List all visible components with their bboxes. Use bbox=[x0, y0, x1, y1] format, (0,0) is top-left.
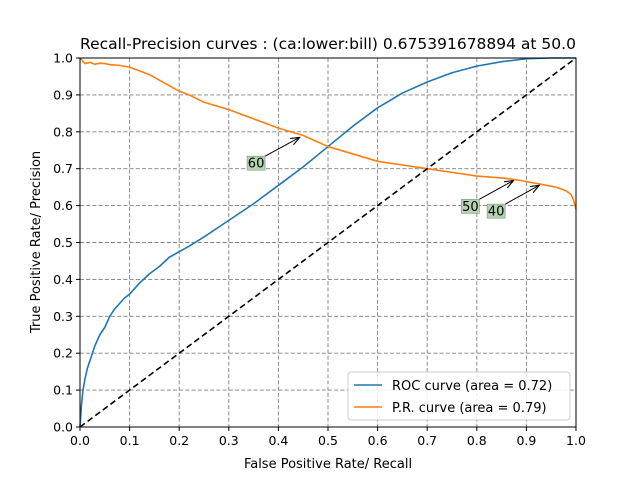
annotation-label: 60 bbox=[248, 157, 265, 172]
annotation-arrow bbox=[264, 137, 300, 157]
y-tick-label: 0.3 bbox=[53, 309, 73, 324]
roc-curve-line bbox=[79, 57, 576, 428]
annotation-label: 50 bbox=[462, 200, 479, 215]
y-tick-label: 0.4 bbox=[53, 272, 73, 287]
x-tick-label: 0.3 bbox=[219, 433, 239, 448]
annotation-label: 40 bbox=[488, 205, 505, 220]
y-tick-label: 0.5 bbox=[53, 235, 73, 250]
annotation-box bbox=[461, 199, 480, 214]
annotation-box bbox=[246, 155, 266, 171]
y-axis-label: True Positive Rate/ Precision bbox=[29, 151, 44, 334]
x-tick-label: 0.9 bbox=[516, 433, 536, 448]
y-tick-label: 0.0 bbox=[53, 420, 73, 435]
annotations: 60 50 40 bbox=[246, 137, 539, 220]
x-tick-label: 0.5 bbox=[318, 433, 338, 448]
legend-label-pr: P.R. curve (area = 0.79) bbox=[392, 401, 547, 416]
x-tick-label: 0.2 bbox=[169, 433, 189, 448]
x-axis-label: False Positive Rate/ Recall bbox=[244, 457, 412, 472]
annotation-box bbox=[486, 203, 506, 219]
y-tick-label: 0.2 bbox=[53, 346, 73, 361]
series-layer bbox=[79, 57, 577, 428]
annotation-arrow bbox=[479, 181, 513, 200]
x-tick-label: 0.0 bbox=[70, 433, 90, 448]
x-tick-label: 0.7 bbox=[417, 433, 437, 448]
y-tick-label: 1.0 bbox=[53, 51, 73, 66]
chance-diagonal-line bbox=[79, 57, 577, 428]
legend-label-roc: ROC curve (area = 0.72) bbox=[392, 379, 552, 394]
x-tick-label: 0.8 bbox=[467, 433, 487, 448]
x-tick-label: 0.1 bbox=[120, 433, 140, 448]
x-tick-label: 0.6 bbox=[368, 433, 388, 448]
chart-title: Recall-Precision curves : (ca:lower:bill… bbox=[80, 35, 576, 53]
pr-curve-line bbox=[79, 57, 577, 210]
legend: ROC curve (area = 0.72) P.R. curve (area… bbox=[347, 371, 571, 421]
annotation-arrow bbox=[504, 185, 539, 205]
axis-ticks: 0.0 0.1 0.2 0.3 0.4 0.5 0.6 0.7 0.8 0.9 1.0 0.0 0.1 0… bbox=[53, 51, 586, 449]
y-tick-label: 0.9 bbox=[53, 87, 73, 102]
y-tick-label: 0.7 bbox=[53, 161, 73, 176]
grid bbox=[80, 58, 576, 427]
x-tick-label: 0.4 bbox=[268, 433, 288, 448]
y-tick-label: 0.1 bbox=[53, 383, 73, 398]
y-tick-label: 0.6 bbox=[53, 198, 73, 213]
x-tick-label: 1.0 bbox=[566, 433, 586, 448]
legend-box bbox=[347, 371, 571, 421]
y-tick-label: 0.8 bbox=[53, 124, 73, 139]
